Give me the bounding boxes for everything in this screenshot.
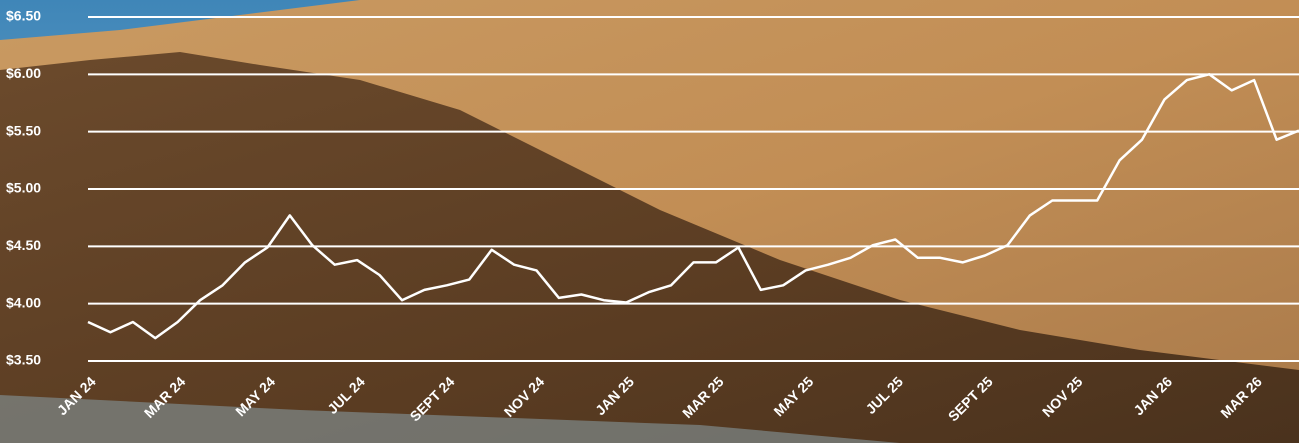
hill <box>0 52 1299 443</box>
foreground <box>0 395 900 443</box>
y-tick-label: $4.00 <box>6 294 41 310</box>
y-tick-label: $5.50 <box>6 122 41 138</box>
y-tick-label: $6.00 <box>6 65 41 81</box>
y-tick-label: $5.00 <box>6 180 41 196</box>
price-line <box>87 73 1299 340</box>
y-tick-label: $6.50 <box>6 8 41 24</box>
y-tick-label: $3.50 <box>6 352 41 368</box>
y-tick-label: $4.50 <box>6 237 41 253</box>
